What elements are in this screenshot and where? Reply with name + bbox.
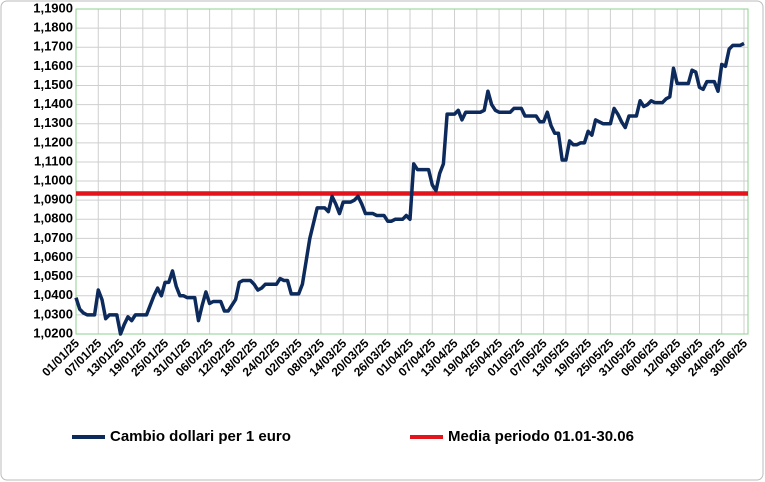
y-tick-label: 1,0200 (33, 325, 73, 340)
y-tick-label: 1,0500 (33, 268, 73, 283)
y-tick-label: 1,1300 (33, 115, 73, 130)
y-tick-label: 1,0300 (33, 306, 73, 321)
y-tick-label: 1,0900 (33, 192, 73, 207)
y-tick-label: 1,1900 (33, 0, 73, 15)
y-tick-label: 1,1600 (33, 58, 73, 73)
y-tick-label: 1,1500 (33, 77, 73, 92)
y-tick-label: 1,1400 (33, 96, 73, 111)
legend-label: Media periodo 01.01-30.06 (448, 428, 634, 445)
y-tick-label: 1,1000 (33, 172, 73, 187)
y-tick-label: 1,0800 (33, 211, 73, 226)
plot-border (75, 8, 749, 335)
series-line (74, 41, 745, 336)
y-tick-label: 1,1800 (33, 20, 73, 35)
y-tick-label: 1,1200 (33, 134, 73, 149)
y-tick-label: 1,1700 (33, 39, 73, 54)
y-tick-label: 1,1100 (34, 153, 73, 168)
legend-label: Cambio dollari per 1 euro (110, 428, 291, 445)
y-tick-label: 1,0700 (33, 230, 73, 245)
y-tick-label: 1,0400 (33, 287, 73, 302)
y-tick-label: 1,0600 (33, 249, 73, 264)
